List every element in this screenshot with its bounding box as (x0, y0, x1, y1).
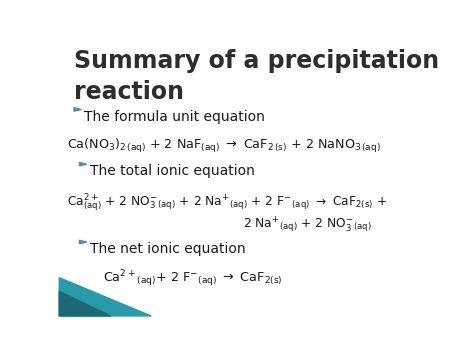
Text: The net ionic equation: The net ionic equation (90, 242, 246, 256)
Polygon shape (80, 162, 87, 166)
Text: Summary of a precipitation: Summary of a precipitation (74, 49, 439, 73)
Text: $\mathrm{Ca^{2+}{}_{(aq)}}$$+$ 2 $\mathrm{F^{-}{}_{(aq)}}$ $\rightarrow$ $\mathr: $\mathrm{Ca^{2+}{}_{(aq)}}$$+$ 2 $\mathr… (103, 268, 283, 289)
Polygon shape (59, 278, 151, 316)
Text: reaction: reaction (74, 80, 184, 104)
Text: The formula unit equation: The formula unit equation (84, 110, 265, 124)
Text: The total ionic equation: The total ionic equation (90, 164, 255, 178)
Text: $\mathrm{Ca^{2+}_{(aq)}}$ $+$ 2 $\mathrm{NO_3^{-}{}_{(aq)}}$ $+$ 2 $\mathrm{Na^{: $\mathrm{Ca^{2+}_{(aq)}}$ $+$ 2 $\mathrm… (66, 192, 387, 214)
Text: $\mathrm{Ca(NO_3)_{2\,(aq)}}$ $+$ 2 $\mathrm{NaF_{(aq)}}$ $\rightarrow$ $\mathrm: $\mathrm{Ca(NO_3)_{2\,(aq)}}$ $+$ 2 $\ma… (66, 137, 381, 155)
Polygon shape (74, 108, 82, 111)
Polygon shape (59, 291, 110, 316)
Polygon shape (80, 240, 87, 244)
Text: 2 $\mathrm{Na^{+}{}_{(aq)}}$ $+$ 2 $\mathrm{NO_3^{-}{}_{(aq)}}$: 2 $\mathrm{Na^{+}{}_{(aq)}}$ $+$ 2 $\mat… (243, 215, 372, 235)
